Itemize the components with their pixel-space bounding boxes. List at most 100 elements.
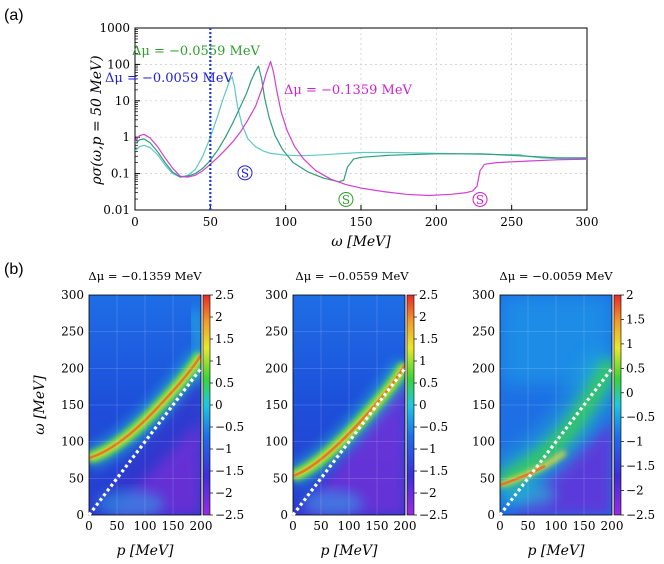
colorbar-tick-label: −1: [215, 442, 233, 456]
heatmap-y-tick-label: 0: [280, 508, 288, 522]
colorbar-tick-label: 0.5: [626, 361, 645, 375]
heatmap-y-tick-label: 50: [273, 471, 288, 485]
x-tick-label: 0: [131, 215, 139, 229]
heatmap-y-tick-label: 150: [61, 398, 84, 412]
heatmap-x-tick-label: 200: [601, 519, 624, 533]
series-line-2: [135, 60, 587, 197]
heatmap-y-tick-label: 200: [265, 361, 288, 375]
colorbar-tick-label: 2.5: [419, 288, 438, 302]
heatmap-y-tick-label: 150: [265, 398, 288, 412]
s-marker-label: S: [241, 166, 249, 180]
heatmap-y-tick-label: 100: [265, 435, 288, 449]
x-tick-label: 300: [576, 215, 599, 229]
heatmap-x-tick-label: 100: [545, 519, 568, 533]
heatmap-x-axis-label: p [MeV]: [116, 543, 174, 559]
colorbar-tick-label: 0.5: [419, 376, 438, 390]
y-tick-label: 1000: [99, 21, 130, 35]
heatmap-y-tick-label: 0: [487, 508, 495, 522]
heatmap-x-tick-label: 150: [366, 519, 389, 533]
panel-b-label: (b): [4, 261, 24, 278]
heatmap-b2: Δμ = −0.0559 MeV: [292, 269, 409, 516]
y-tick-label: 0.01: [103, 203, 130, 217]
y-tick-label: 1: [122, 130, 130, 144]
colorbar-tick-label: 1.5: [215, 332, 234, 346]
heatmap-y-tick-label: 300: [472, 288, 495, 302]
colorbar-tick-label: 2: [626, 288, 634, 302]
colorbar: [613, 294, 622, 516]
y-tick-label: 100: [107, 57, 130, 71]
heatmap-y-axis-label: ω [MeV]: [32, 375, 48, 435]
heatmap-y-tick-label: 100: [61, 435, 84, 449]
heatmap-y-tick-label: 150: [472, 398, 495, 412]
heatmap-y-tick-label: 0: [76, 508, 84, 522]
diagonal-omega-equals-p: [87, 367, 203, 516]
y-axis-label: ρσ(ω,p = 50 MeV): [89, 55, 105, 185]
heatmap-y-tick-label: 200: [472, 361, 495, 375]
heatmap-x-axis-label: p [MeV]: [527, 543, 585, 559]
colorbar: [202, 294, 211, 516]
x-axis-label: ω [MeV]: [331, 234, 391, 250]
x-tick-label: 50: [203, 215, 218, 229]
colorbar-tick-label: −1: [419, 442, 437, 456]
heatmap-x-tick-label: 150: [162, 519, 185, 533]
colorbar-tick-label: −2.5: [419, 508, 448, 522]
x-tick-label: 150: [350, 215, 373, 229]
axis-ticks: 0 50 100 150 200 250 300 0.01 0.1 1 10 100 1000: [99, 21, 598, 229]
colorbar-tick-label: 0: [215, 398, 223, 412]
annotation-dmu-0559: Δμ = −0.0559 MeV: [132, 44, 261, 59]
colorbar-tick-label: 1: [215, 354, 223, 368]
heatmap-y-tick-label: 100: [472, 435, 495, 449]
colorbar-tick-label: 2: [419, 310, 427, 324]
line-chart-panel-a: 0 50 100 150 200 250 300 0.01 0.1 1 10 100 1000 ω [M…: [89, 21, 598, 250]
x-tick-label: 100: [274, 215, 297, 229]
s-marker-circle: [338, 191, 354, 207]
y-tick-label: 0.1: [111, 167, 130, 181]
s-marker-circle: [472, 191, 488, 207]
colorbar-tick-label: 1.5: [626, 312, 645, 326]
heatmap-b3: Δμ = −0.0059 MeV: [499, 269, 613, 516]
diagonal-omega-equals-p: [498, 367, 614, 516]
colorbar-tick-label: 0: [626, 386, 634, 400]
colorbar-tick-label: −1: [626, 435, 644, 449]
heatmap-b1: Δμ = −0.1359 MeV: [88, 269, 202, 516]
colorbar-tick-label: −0.5: [419, 420, 448, 434]
colorbar-tick-label: 0: [419, 398, 427, 412]
heatmap-x-tick-label: 150: [573, 519, 596, 533]
x-tick-label: 250: [500, 215, 523, 229]
x-tick-label: 200: [425, 215, 448, 229]
heatmap-x-tick-label: 50: [313, 519, 328, 533]
colorbar-tick-label: 1: [626, 337, 634, 351]
heatmap-x-tick-label: 100: [338, 519, 361, 533]
heatmap-x-tick-label: 0: [496, 519, 504, 533]
heatmap-x-axis-label: p [MeV]: [320, 543, 378, 559]
colorbar-tick-label: −0.5: [626, 410, 655, 424]
colorbar-tick-label: 0.5: [215, 376, 234, 390]
heatmap-x-tick-label: 100: [134, 519, 157, 533]
heatmap-y-tick-label: 50: [69, 471, 84, 485]
colorbar-tick-label: −1.5: [419, 464, 448, 478]
diagonal-omega-equals-p: [291, 367, 407, 516]
y-tick-label: 10: [115, 94, 130, 108]
heatmap-b1-title: Δμ = −0.1359 MeV: [88, 269, 202, 283]
s-marker-circle: [237, 165, 253, 181]
colorbar-tick-label: −0.5: [215, 420, 244, 434]
heatmap-b2-title: Δμ = −0.0559 MeV: [295, 269, 409, 283]
heatmap-b3-image: [500, 295, 612, 515]
heatmap-y-tick-label: 200: [61, 361, 84, 375]
colorbar-tick-label: 2.5: [215, 288, 234, 302]
heatmap-y-tick-label: 250: [61, 325, 84, 339]
annotation-dmu-1359: Δμ = −0.1359 MeV: [284, 83, 413, 98]
colorbar-tick-label: 1: [419, 354, 427, 368]
colorbar: [406, 294, 415, 516]
s-marker-label: S: [342, 193, 350, 207]
heatmap-y-tick-label: 250: [472, 325, 495, 339]
colorbar-tick-label: −2.5: [215, 508, 244, 522]
heatmap-x-tick-label: 50: [520, 519, 535, 533]
colorbar-tick-label: −1.5: [626, 459, 655, 473]
s-marker-label: S: [476, 193, 484, 207]
heatmap-b3-frame: [499, 294, 613, 516]
heatmap-x-tick-label: 200: [394, 519, 417, 533]
heatmap-b2-image: [293, 295, 405, 515]
